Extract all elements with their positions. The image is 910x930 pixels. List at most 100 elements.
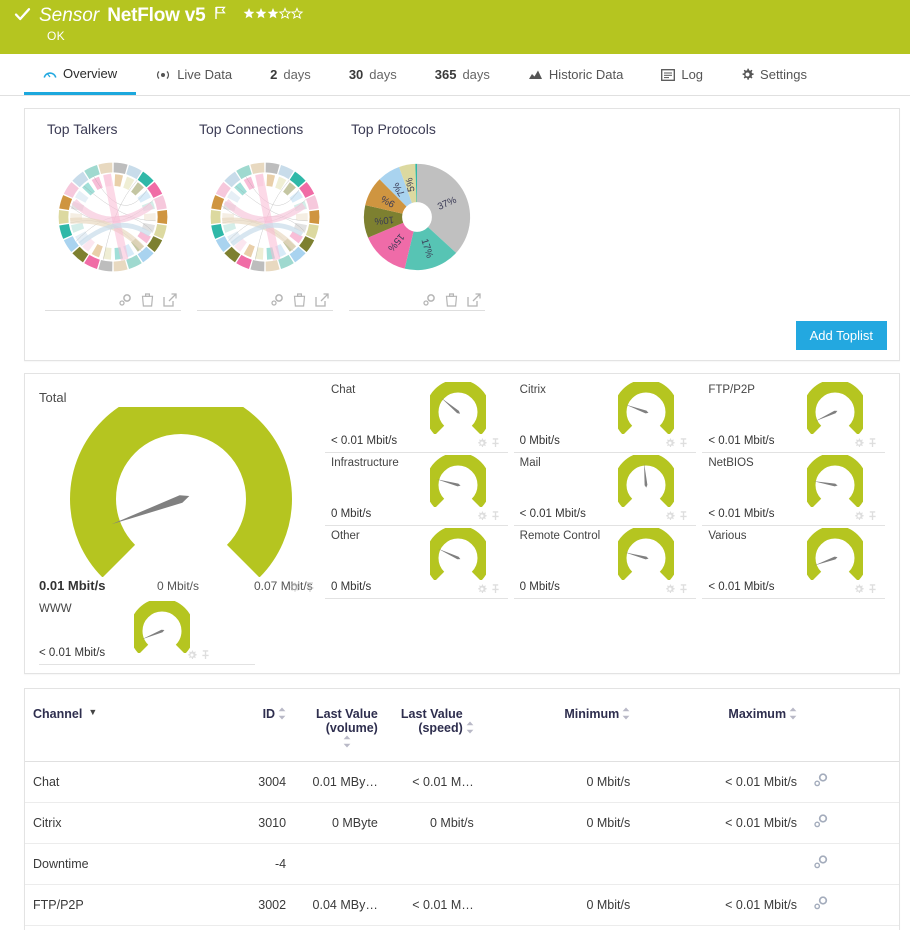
chord-segment (215, 181, 231, 198)
chord-inner-segment (102, 247, 112, 260)
pie-slice[interactable] (363, 205, 417, 238)
gauge-cell-chat[interactable]: Chat < 0.01 Mbit/s (325, 379, 508, 453)
pin-icon[interactable] (868, 438, 877, 448)
pin-icon[interactable] (679, 584, 688, 594)
chord-chart-top-talkers[interactable] (45, 143, 181, 291)
priority-rating[interactable] (243, 7, 305, 23)
settings-icon[interactable] (270, 293, 284, 307)
gear-icon[interactable] (477, 438, 487, 448)
popout-icon[interactable] (163, 293, 177, 307)
col-header-channel[interactable]: Channel ▼ (25, 689, 234, 762)
toplist-actions (349, 291, 485, 311)
gear-icon[interactable] (665, 584, 676, 594)
chord-inner-segment (234, 182, 247, 196)
total-gauge-svg-box[interactable] (39, 387, 325, 578)
cell-maximum (638, 843, 806, 885)
gear-icon[interactable] (665, 438, 676, 448)
cell-channel[interactable]: Infrastructure (25, 925, 234, 930)
pie-chart-top-protocols[interactable]: 37% 17% 15% 10% 9% 7% 5% (349, 143, 485, 291)
gear-icon[interactable] (477, 584, 487, 594)
gauge-needle (625, 552, 649, 560)
pin-icon[interactable] (491, 438, 500, 448)
pin-icon[interactable] (868, 584, 877, 594)
gauge-cell-ftp-p2p[interactable]: FTP/P2P < 0.01 Mbit/s (702, 379, 885, 453)
gear-icon[interactable] (289, 582, 300, 593)
col-header-minimum[interactable]: Minimum (481, 689, 639, 762)
table-row[interactable]: Chat 3004 0.01 MBy… < 0.01 M… 0 Mbit/s < 0.01… (25, 761, 899, 803)
pin-icon[interactable] (305, 582, 315, 593)
pin-icon[interactable] (491, 511, 500, 521)
delete-icon[interactable] (445, 293, 458, 307)
pin-icon[interactable] (679, 511, 688, 521)
col-header-maximum[interactable]: Maximum (638, 689, 806, 762)
chord-chart-top-connections[interactable] (197, 143, 333, 291)
chord-segment (250, 162, 265, 174)
cell-channel[interactable]: Chat (25, 761, 234, 803)
settings-icon[interactable] (422, 293, 436, 307)
delete-icon[interactable] (293, 293, 306, 307)
pie-slice[interactable] (368, 217, 417, 269)
settings-icon[interactable] (813, 814, 828, 829)
pie-slice[interactable] (417, 163, 471, 253)
settings-icon[interactable] (118, 293, 132, 307)
pie-slice[interactable] (365, 179, 417, 217)
gauge-cell-various[interactable]: Various < 0.01 Mbit/s (702, 525, 885, 599)
col-header-last-value-volume[interactable]: Last Value (volume) (294, 689, 386, 762)
settings-icon[interactable] (813, 855, 828, 870)
settings-icon[interactable] (813, 773, 828, 788)
cell-last-value-volume: 0 MByte (294, 925, 386, 930)
flag-icon[interactable] (214, 6, 227, 25)
chord-segment (278, 254, 294, 269)
cell-channel[interactable]: Citrix (25, 802, 234, 844)
gear-icon[interactable] (187, 650, 197, 660)
gauge-cell-netbios[interactable]: NetBIOS < 0.01 Mbit/s (702, 452, 885, 526)
sort-updown-icon (789, 707, 797, 723)
col-header-id[interactable]: ID (233, 689, 295, 762)
pin-icon[interactable] (491, 584, 500, 594)
tab-30-days[interactable]: 30 days (330, 54, 416, 95)
delete-icon[interactable] (141, 293, 154, 307)
cell-channel[interactable]: FTP/P2P (25, 884, 234, 926)
gauge-needle (625, 404, 649, 414)
popout-icon[interactable] (467, 293, 481, 307)
table-row[interactable]: Citrix 3010 0 MByte 0 Mbit/s 0 Mbit/s < 0.01 … (25, 802, 899, 844)
add-toplist-button[interactable]: Add Toplist (795, 321, 887, 350)
tab-settings[interactable]: Settings (722, 54, 826, 95)
tab-365-days[interactable]: 365 days (416, 54, 509, 95)
chord-segment (211, 195, 225, 211)
gauge-cell-citrix[interactable]: Citrix 0 Mbit/s (513, 379, 697, 453)
tab-historic-data[interactable]: Historic Data (509, 54, 642, 95)
chord-segment (210, 210, 221, 224)
gear-icon[interactable] (665, 511, 676, 521)
gear-icon[interactable] (854, 511, 864, 521)
tab-2-days[interactable]: 2 days (251, 54, 330, 95)
tab-log[interactable]: Log (642, 54, 722, 95)
gauge-icons (665, 438, 688, 448)
cell-last-value-speed: 0 Mbit/s (385, 925, 482, 930)
pin-icon[interactable] (868, 511, 877, 521)
pin-icon[interactable] (201, 650, 210, 660)
table-row[interactable]: Downtime -4 (25, 843, 899, 885)
table-row[interactable]: FTP/P2P 3002 0.04 MBy… < 0.01 M… 0 Mbit/s < 0… (25, 884, 899, 926)
tab-historic-data-label: Historic Data (548, 67, 624, 82)
col-header-last-value-speed[interactable]: Last Value (speed) (385, 689, 482, 762)
gauge-cell-infrastructure[interactable]: Infrastructure 0 Mbit/s (325, 452, 508, 526)
tab-live-data[interactable]: Live Data (136, 54, 251, 95)
gear-icon[interactable] (854, 438, 864, 448)
settings-icon[interactable] (813, 896, 828, 911)
gear-icon[interactable] (477, 511, 487, 521)
tab-overview[interactable]: Overview (24, 54, 137, 95)
gauge-cell-other[interactable]: Other 0 Mbit/s (325, 525, 508, 599)
gauge-cell-remote-control[interactable]: Remote Control 0 Mbit/s (513, 525, 697, 599)
gear-icon[interactable] (854, 584, 864, 594)
cell-channel[interactable]: Downtime (25, 843, 234, 885)
chart-icon (528, 69, 543, 81)
pie-slice[interactable] (379, 167, 417, 217)
gauge-cell-www[interactable]: WWW < 0.01 Mbit/s (39, 598, 255, 665)
sort-updown-icon (278, 707, 286, 723)
pin-icon[interactable] (679, 438, 688, 448)
chord-segment (265, 162, 280, 174)
popout-icon[interactable] (315, 293, 329, 307)
gauge-cell-mail[interactable]: Mail < 0.01 Mbit/s (513, 452, 697, 526)
